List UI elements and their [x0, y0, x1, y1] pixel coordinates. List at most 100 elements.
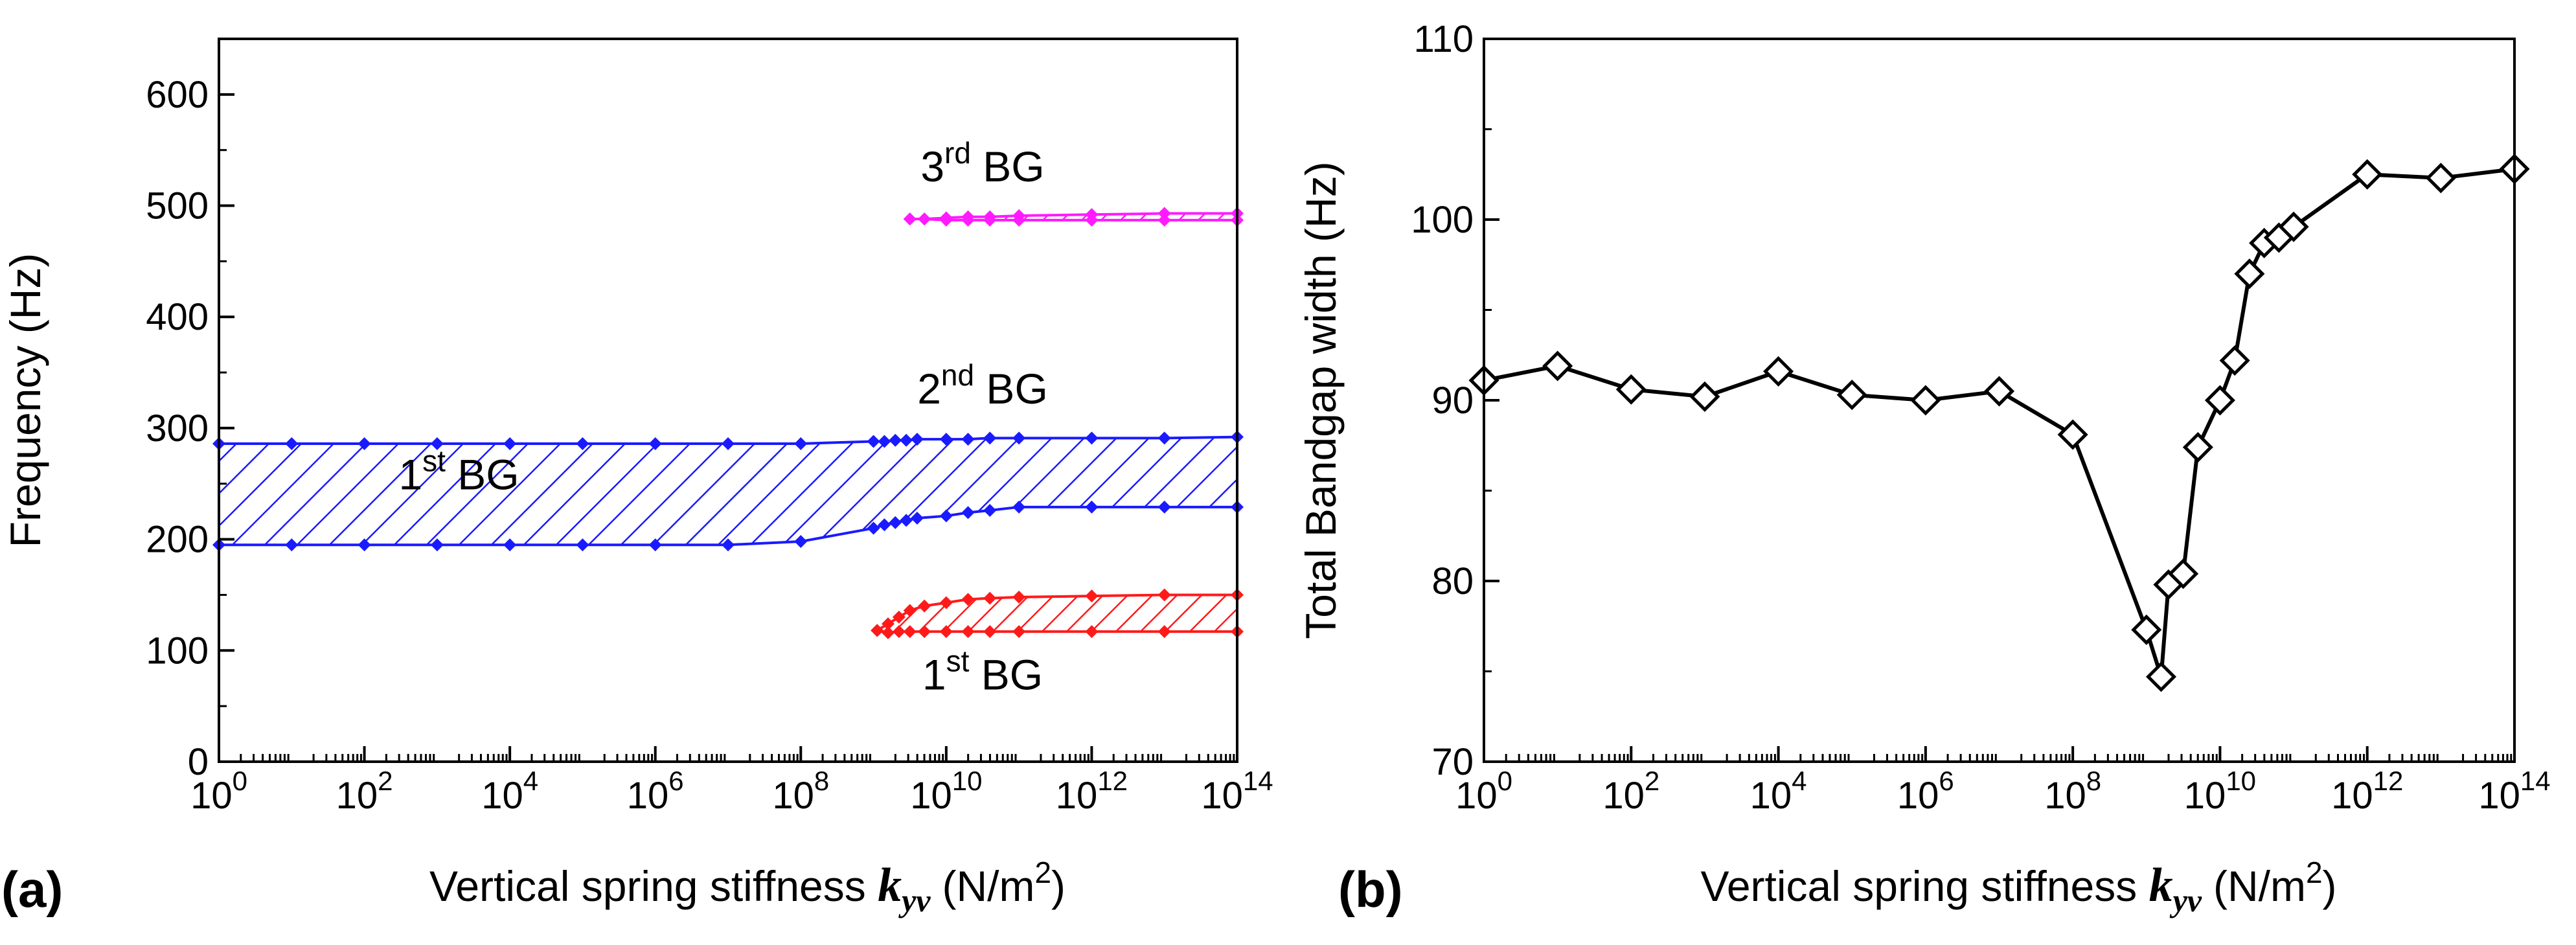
label-2nd-bg-blue: 2nd BG: [917, 358, 1048, 413]
x-tick-label: 102: [1602, 766, 1659, 817]
y-axis-title: Total Bandgap width (Hz): [1297, 161, 1345, 639]
x-axis-title: Vertical spring stiffness kyv (N/m2): [1700, 856, 2336, 918]
blue-band-point: [1157, 500, 1171, 514]
magenta-band-point: [939, 213, 953, 227]
red-band-point: [1012, 590, 1026, 604]
plot-frame: [1483, 38, 2516, 763]
blue-band-point: [961, 433, 975, 446]
blue-band-point: [889, 516, 902, 529]
blue-band-point: [910, 433, 924, 446]
magenta-band-point: [983, 213, 997, 227]
blue-band-point: [961, 506, 975, 519]
x-tick-label: 1012: [2331, 766, 2403, 817]
y-tick-label: 110: [1414, 18, 1474, 60]
blue-band-point: [648, 538, 662, 552]
blue-band-point: [430, 538, 444, 552]
red-band-point: [1157, 625, 1171, 639]
y-tick-label: 0: [188, 741, 209, 783]
blue-band-point: [867, 435, 880, 448]
blue-band-point: [430, 437, 444, 450]
blue-band-point: [648, 437, 662, 450]
blue-band-area: [219, 437, 1237, 545]
magenta-band-point: [903, 212, 917, 226]
width-point: [1910, 385, 1941, 416]
width-point: [1763, 356, 1794, 387]
red-band-point: [903, 625, 917, 639]
y-tick-label: 80: [1431, 560, 1474, 602]
x-tick-label: 106: [627, 766, 684, 817]
red-band-point: [892, 625, 906, 639]
blue-band-point: [722, 538, 735, 552]
blue-band-point: [867, 521, 880, 535]
red-band-point: [1012, 625, 1026, 639]
plot-frame: [218, 38, 1238, 763]
blue-band-point: [358, 538, 371, 552]
axis-ticks: 100 102 104 106 108 1010 1012 1014 70 80 90 100 110: [1411, 18, 2550, 817]
blue-band-point: [576, 538, 589, 552]
blue-band-point: [878, 518, 891, 532]
width-point: [2168, 558, 2199, 589]
width-point: [2352, 159, 2383, 190]
panel-a-frequency-chart: 100 102 104 106 108 1010 1012 10140100200300400…: [1, 38, 1273, 918]
red-band-point: [918, 625, 931, 639]
x-axis-title: Vertical spring stiffness kyv (N/m2): [429, 856, 1066, 918]
x-tick-label: 106: [1897, 766, 1954, 817]
label-1st-bg-blue: 1st BG: [398, 444, 519, 498]
y-tick-label: 70: [1431, 741, 1474, 783]
x-tick-label: 1010: [2184, 766, 2256, 817]
red-band-point: [939, 596, 953, 609]
blue-band-point: [794, 437, 808, 450]
blue-band-point: [1085, 500, 1099, 514]
blue-band-point: [722, 437, 735, 450]
red-band-point: [892, 610, 906, 624]
width-point: [2278, 211, 2309, 242]
width-point: [2145, 661, 2177, 692]
y-tick-label: 600: [146, 74, 209, 116]
blue-band-point: [285, 437, 299, 450]
width-point: [2234, 258, 2265, 290]
blue-band-point: [285, 538, 299, 552]
y-axis-title: Frequency (Hz): [1, 253, 49, 548]
red-band-point: [1085, 625, 1099, 639]
width-point: [2425, 163, 2456, 194]
blue-band-point: [576, 437, 589, 450]
blue-band-point: [503, 437, 517, 450]
width-point: [1542, 350, 1573, 381]
y-tick-label: 200: [146, 519, 209, 561]
red-band-area: [877, 595, 1237, 633]
blue-band-point: [1085, 431, 1099, 445]
blue-band-point: [939, 509, 953, 523]
width-point: [2182, 432, 2213, 463]
width-point: [1615, 374, 1647, 405]
bandgap-labels: 1st BG 2nd BG 3rd BG 1st BG: [398, 136, 1047, 699]
x-tick-label: 1014: [1201, 766, 1273, 817]
panel-label: (a): [1, 861, 63, 918]
x-tick-label: 1012: [1056, 766, 1128, 817]
y-tick-label: 500: [146, 185, 209, 227]
panel-b-bandgap-width-chart: 100 102 104 106 108 1010 1012 1014708090100110 …: [1297, 18, 2551, 918]
magenta-band-point: [1157, 207, 1171, 220]
x-tick-label: 1010: [910, 766, 982, 817]
blue-band-point: [889, 433, 902, 447]
y-tick-label: 300: [146, 407, 209, 450]
width-point: [2204, 385, 2235, 416]
blue-band-point: [983, 503, 997, 517]
label-3rd-bg-magenta: 3rd BG: [920, 136, 1044, 190]
width-line: [1483, 166, 2515, 679]
width-series: [1468, 154, 2530, 692]
blue-band-point: [358, 437, 371, 450]
x-tick-label: 100: [190, 766, 247, 817]
blue-band-point: [900, 433, 913, 447]
blue-band-point: [1012, 500, 1026, 514]
red-band-point: [961, 593, 975, 606]
y-tick-label: 400: [146, 296, 209, 338]
red-band-point: [903, 604, 917, 617]
blue-band-point: [878, 435, 891, 448]
x-tick-label: 104: [1750, 766, 1807, 817]
label-1st-bg-red: 1st BG: [922, 644, 1043, 698]
red-band-point: [918, 599, 931, 613]
y-tick-label: 90: [1431, 380, 1474, 422]
x-tick-label: 108: [2044, 766, 2101, 817]
red-band-point: [1085, 589, 1099, 603]
